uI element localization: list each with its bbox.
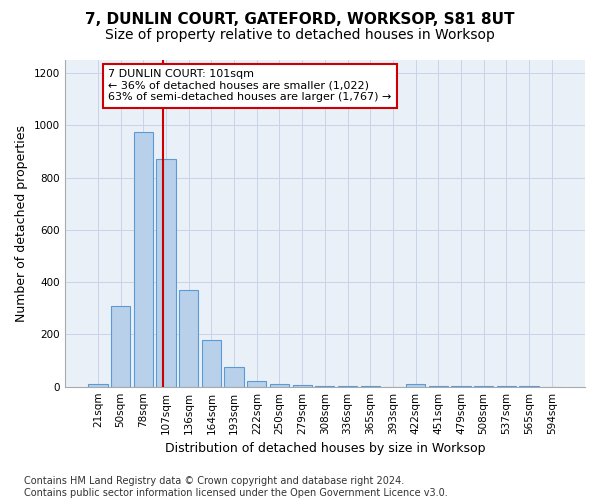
- Text: 7 DUNLIN COURT: 101sqm
← 36% of detached houses are smaller (1,022)
63% of semi-: 7 DUNLIN COURT: 101sqm ← 36% of detached…: [108, 69, 392, 102]
- Text: Contains HM Land Registry data © Crown copyright and database right 2024.
Contai: Contains HM Land Registry data © Crown c…: [24, 476, 448, 498]
- Bar: [224, 367, 244, 386]
- Text: Size of property relative to detached houses in Worksop: Size of property relative to detached ho…: [105, 28, 495, 42]
- Bar: [157, 160, 176, 386]
- X-axis label: Distribution of detached houses by size in Worksop: Distribution of detached houses by size …: [164, 442, 485, 455]
- Bar: [111, 306, 130, 386]
- Bar: [179, 290, 199, 386]
- Bar: [247, 381, 266, 386]
- Bar: [270, 384, 289, 386]
- Text: 7, DUNLIN COURT, GATEFORD, WORKSOP, S81 8UT: 7, DUNLIN COURT, GATEFORD, WORKSOP, S81 …: [85, 12, 515, 28]
- Bar: [202, 340, 221, 386]
- Y-axis label: Number of detached properties: Number of detached properties: [15, 125, 28, 322]
- Bar: [134, 132, 153, 386]
- Bar: [88, 384, 107, 386]
- Bar: [406, 384, 425, 386]
